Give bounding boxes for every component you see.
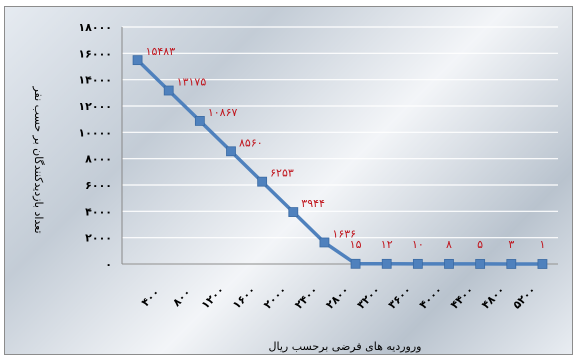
x-tick-label: ۲۴۰۰: [292, 283, 320, 311]
chart-frame: [4, 6, 573, 355]
data-point: [350, 258, 361, 269]
x-tick-label: ۴۸۰۰: [479, 283, 507, 311]
x-tick-label: ۱۲۰۰: [199, 283, 227, 311]
x-tick-label: ۴۰۰۰: [417, 283, 445, 311]
data-label: ۳: [508, 238, 514, 251]
data-label: ۱: [539, 238, 545, 251]
y-tick-label: ۲۰۰۰: [85, 232, 112, 245]
data-label: ۱۰۸۶۷: [208, 106, 238, 119]
y-tick-label: ۱۴۰۰۰: [78, 74, 112, 87]
data-label: ۱۵: [350, 238, 362, 251]
x-axis-title: وروردیه های فرضی برحسب ریال: [269, 340, 422, 353]
data-point: [226, 146, 236, 157]
x-tick-label: ۸۰۰: [170, 286, 193, 309]
y-tick-label: ۱۶۰۰۰: [78, 47, 112, 60]
y-tick-label: ۱۸۰۰۰: [78, 21, 112, 34]
x-tick-label: ۴۴۰۰: [448, 283, 476, 311]
data-label: ۶۲۵۳: [270, 167, 294, 180]
data-label: ۱۲: [381, 238, 393, 251]
y-tick-label: ۱۲۰۰۰: [78, 100, 112, 113]
data-point: [444, 258, 454, 269]
data-point: [194, 116, 205, 126]
x-tick-label: ۲۸۰۰: [323, 283, 351, 311]
y-tick-label: ۰: [105, 258, 112, 271]
y-tick-label: ۱۰۰۰۰: [78, 126, 112, 139]
data-label: ۸: [446, 238, 452, 251]
x-tick-label: ۱۶۰۰: [230, 283, 258, 311]
data-label: ۵: [477, 238, 483, 251]
data-point: [163, 85, 174, 96]
data-point: [319, 237, 330, 248]
data-point: [288, 207, 299, 217]
data-points: [132, 55, 548, 269]
y-axis-ticks: ۰ ۲۰۰۰ ۴۰۰۰ ۶۰۰۰ ۸۰۰۰ ۱۰۰۰۰ ۱۲۰۰۰ ۱۴۰۰۰ ۱۶۰۰۰ ۱۸۰…: [78, 21, 112, 271]
data-point: [257, 176, 268, 187]
series-line: [136, 58, 543, 266]
data-label: ۱۳۱۷۵: [177, 76, 207, 89]
data-point: [132, 55, 143, 66]
x-tick-label: ۳۲۰۰: [355, 283, 383, 311]
data-point: [506, 259, 517, 269]
data-label: ۱۶۳۶: [332, 227, 356, 240]
y-tick-label: ۴۰۰۰: [85, 205, 112, 218]
x-tick-label: ۲۰۰۰: [261, 283, 289, 311]
data-label: ۱۰: [412, 238, 424, 251]
data-label: ۸۵۶۰: [239, 136, 263, 149]
y-axis-title: تعداد بازدیدکنندگان بر حسب نفر: [32, 85, 45, 233]
x-axis-ticks: ۴۰۰ ۸۰۰ ۱۲۰۰ ۱۶۰۰ ۲۰۰۰ ۲۴۰۰ ۲۸۰۰ ۳۲۰۰ ۳۶۰۰ ۴۰۰۰ ۴۴…: [139, 283, 539, 311]
data-label: ۳۹۴۴: [301, 197, 325, 210]
x-tick-label: ۵۲۰۰: [510, 283, 538, 311]
y-tick-label: ۶۰۰۰: [85, 179, 112, 192]
x-tick-label: ۴۰۰: [139, 286, 162, 309]
data-point: [537, 259, 548, 269]
data-label: ۱۵۴۸۳: [146, 45, 176, 58]
data-point: [381, 258, 392, 269]
data-point: [412, 258, 423, 269]
y-tick-label: ۸۰۰۰: [85, 153, 112, 166]
x-tick-label: ۳۶۰۰: [386, 283, 414, 311]
data-point: [475, 259, 486, 269]
